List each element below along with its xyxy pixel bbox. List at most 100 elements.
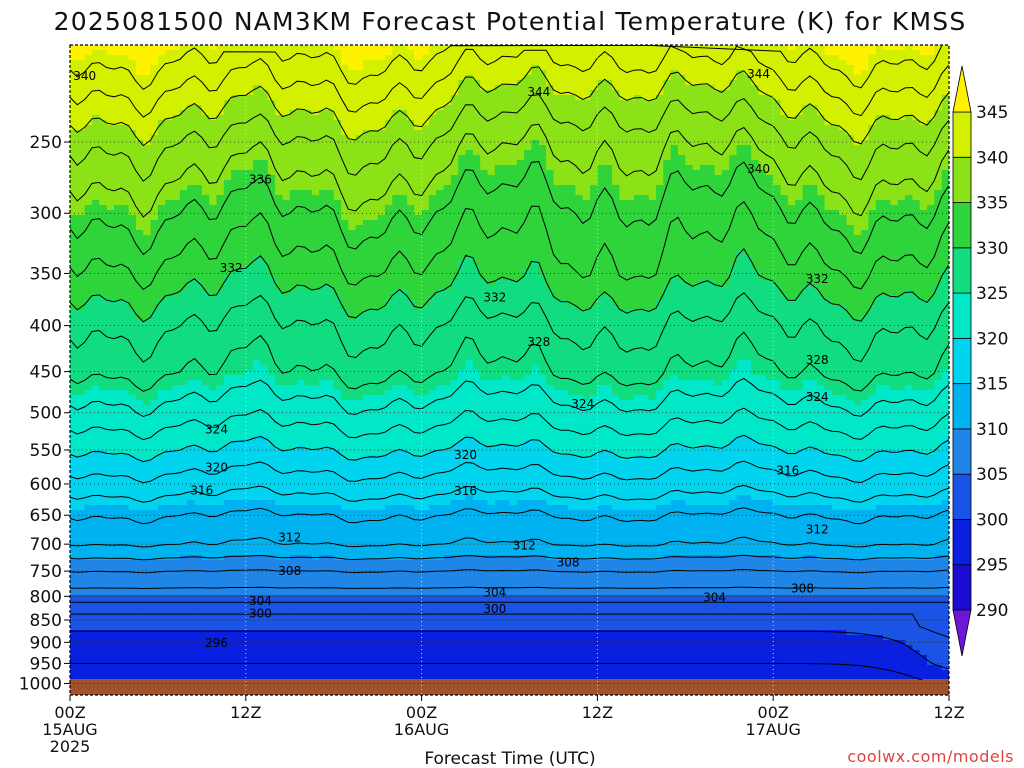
field-cell: [209, 90, 218, 96]
field-cell: [84, 575, 93, 581]
field-cell: [70, 525, 78, 531]
field-cell: [282, 375, 291, 381]
field-cell: [289, 515, 298, 521]
field-cell: [113, 425, 122, 431]
field-cell: [223, 55, 232, 61]
field-cell: [70, 645, 78, 651]
field-cell: [311, 65, 320, 71]
field-cell: [135, 615, 144, 621]
field-cell: [231, 445, 240, 451]
field-cell: [275, 480, 284, 486]
field-cell: [304, 445, 313, 451]
field-cell: [245, 230, 254, 236]
field-cell: [267, 305, 276, 311]
field-cell: [223, 375, 232, 381]
field-cell: [143, 580, 152, 586]
field-cell: [319, 240, 327, 246]
field-cell: [333, 590, 342, 596]
field-cell: [194, 235, 203, 241]
field-cell: [319, 125, 327, 131]
field-cell: [216, 195, 225, 201]
field-cell: [231, 580, 240, 586]
field-cell: [128, 430, 137, 436]
field-cell: [106, 460, 115, 466]
field-cell: [267, 600, 276, 606]
field-cell: [201, 355, 210, 361]
field-cell: [304, 295, 313, 301]
field-cell: [128, 530, 137, 536]
field-cell: [319, 230, 327, 236]
field-cell: [231, 185, 240, 191]
field-cell: [253, 250, 262, 256]
field-cell: [84, 350, 93, 356]
field-cell: [216, 545, 225, 551]
field-cell: [77, 155, 86, 161]
field-cell: [172, 440, 181, 446]
field-cell: [333, 70, 342, 76]
field-cell: [187, 395, 196, 401]
field-cell: [333, 290, 342, 296]
field-cell: [99, 255, 108, 261]
field-cell: [267, 605, 276, 611]
field-cell: [333, 95, 342, 101]
field-cell: [84, 210, 93, 216]
field-cell: [245, 70, 254, 76]
field-cell: [245, 155, 254, 161]
field-cell: [333, 675, 342, 680]
field-cell: [289, 165, 298, 171]
field-cell: [201, 650, 210, 656]
field-cell: [91, 385, 100, 391]
field-cell: [179, 605, 188, 611]
field-cell: [223, 555, 232, 561]
field-cell: [223, 435, 232, 441]
field-cell: [194, 665, 203, 671]
field-cell: [128, 335, 137, 341]
field-cell: [304, 640, 313, 646]
field-cell: [143, 450, 152, 456]
field-cell: [91, 425, 100, 431]
field-cell: [77, 415, 86, 421]
field-cell: [253, 395, 262, 401]
field-cell: [91, 285, 100, 291]
field-cell: [216, 650, 225, 656]
field-cell: [267, 480, 276, 486]
field-cell: [157, 280, 166, 286]
field-cell: [70, 515, 78, 521]
field-cell: [179, 155, 188, 161]
field-cell: [106, 665, 115, 671]
field-cell: [128, 90, 137, 96]
field-cell: [333, 470, 342, 476]
field-cell: [135, 45, 144, 51]
field-cell: [128, 555, 137, 561]
field-cell: [289, 190, 298, 196]
field-cell: [106, 150, 115, 156]
field-cell: [223, 480, 232, 486]
field-cell: [179, 305, 188, 311]
field-cell: [326, 230, 335, 236]
field-cell: [99, 420, 108, 426]
field-cell: [326, 495, 335, 501]
field-cell: [209, 635, 218, 641]
field-cell: [179, 345, 188, 351]
field-cell: [289, 380, 298, 386]
field-cell: [319, 565, 327, 571]
field-cell: [223, 350, 232, 356]
field-cell: [223, 295, 232, 301]
field-cell: [253, 265, 262, 271]
field-cell: [245, 600, 254, 606]
field-cell: [253, 525, 262, 531]
field-cell: [311, 510, 320, 516]
field-cell: [172, 635, 181, 641]
field-cell: [326, 170, 335, 176]
field-cell: [319, 140, 327, 146]
field-cell: [260, 125, 269, 131]
field-cell: [135, 230, 144, 236]
field-cell: [106, 285, 115, 291]
field-cell: [201, 460, 210, 466]
field-cell: [231, 510, 240, 516]
field-cell: [128, 45, 137, 51]
field-cell: [77, 385, 86, 391]
field-cell: [165, 480, 174, 486]
field-cell: [289, 270, 298, 276]
field-cell: [187, 580, 196, 586]
